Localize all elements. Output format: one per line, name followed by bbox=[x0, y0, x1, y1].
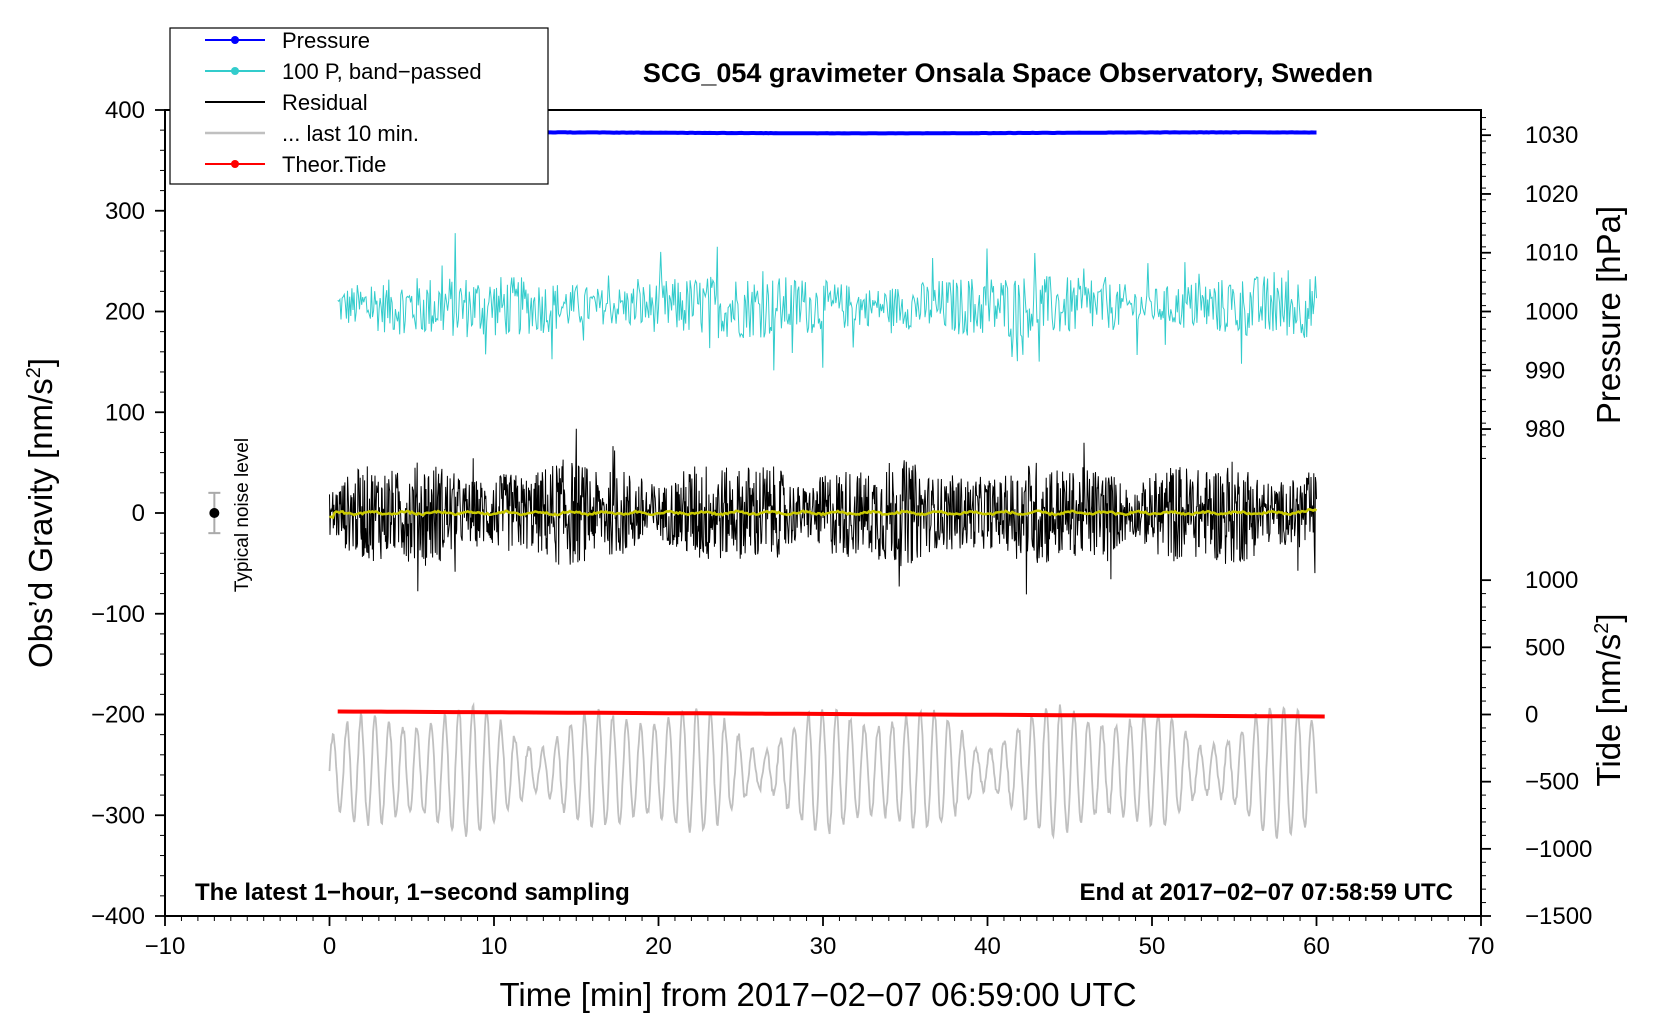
y-axis-right-tide-title-end: ] bbox=[1590, 613, 1627, 622]
y-tick-label: −200 bbox=[91, 702, 145, 729]
chart-title: SCG_054 gravimeter Onsala Space Observat… bbox=[643, 58, 1373, 88]
noise-level-label: Typical noise level bbox=[232, 438, 253, 592]
pressure-tick-label: 1020 bbox=[1525, 181, 1578, 208]
x-tick-label: 60 bbox=[1303, 933, 1330, 960]
x-axis: −10 0 10 20 30 40 50 60 70 bbox=[145, 916, 1495, 960]
y-axis-right-tide-title: Tide [nm/s2] bbox=[1590, 613, 1627, 786]
pressure-tick-label: 1010 bbox=[1525, 240, 1578, 267]
band-passed-pressure-series bbox=[337, 233, 1317, 371]
footer-right-note: End at 2017−02−07 07:58:59 UTC bbox=[1079, 879, 1453, 906]
x-tick-label: 40 bbox=[974, 933, 1001, 960]
y-tick-label: 0 bbox=[132, 500, 145, 527]
y-axis-right-tide: 1000 500 0 −500 −1000 −1500 bbox=[1481, 567, 1592, 930]
y-axis-left-title-sup: 2 bbox=[23, 367, 45, 378]
y-tick-label: −300 bbox=[91, 802, 145, 829]
legend-label: Residual bbox=[282, 90, 368, 115]
y-tick-label: 400 bbox=[105, 97, 145, 124]
tide-tick-label: −1000 bbox=[1525, 836, 1592, 863]
y-axis-right-pressure: 980 990 1000 1010 1020 1030 bbox=[1481, 117, 1578, 459]
x-tick-label: 0 bbox=[323, 933, 336, 960]
y-axis-left-title: Obs’d Gravity [nm/s2] bbox=[22, 358, 59, 668]
tide-tick-label: −1500 bbox=[1525, 903, 1592, 930]
tide-tick-label: 1000 bbox=[1525, 567, 1578, 594]
theoretical-tide-series bbox=[337, 709, 1325, 719]
pressure-tick-label: 980 bbox=[1525, 416, 1565, 443]
x-tick-label: 10 bbox=[481, 933, 508, 960]
legend-label: 100 P, band−passed bbox=[282, 59, 482, 84]
x-tick-label: 30 bbox=[810, 933, 837, 960]
y-tick-label: −400 bbox=[91, 903, 145, 930]
smoothed-residual-line bbox=[329, 508, 1318, 520]
y-tick-label: 200 bbox=[105, 299, 145, 326]
legend: Pressure 100 P, band−passed Residual ... la… bbox=[169, 27, 549, 185]
legend-marker bbox=[231, 67, 239, 75]
pressure-tick-label: 1030 bbox=[1525, 122, 1578, 149]
band-passed-line bbox=[337, 233, 1317, 371]
legend-marker bbox=[231, 36, 239, 44]
legend-label: Pressure bbox=[282, 28, 370, 53]
legend-box bbox=[169, 27, 549, 185]
tide-tick-label: −500 bbox=[1525, 769, 1579, 796]
y-axis-right-tide-title-main: Tide [nm/s bbox=[1590, 634, 1627, 787]
tide-tick-label: 0 bbox=[1525, 702, 1538, 729]
y-tick-label: 100 bbox=[105, 399, 145, 426]
pressure-tick-label: 1000 bbox=[1525, 299, 1578, 326]
legend-label: ... last 10 min. bbox=[282, 121, 419, 146]
y-axis-right-pressure-title: Pressure [hPa] bbox=[1590, 206, 1627, 424]
x-tick-label: 50 bbox=[1139, 933, 1166, 960]
legend-label: Theor.Tide bbox=[282, 152, 386, 177]
y-axis-right-tide-title-sup: 2 bbox=[1591, 623, 1613, 634]
legend-marker bbox=[231, 160, 239, 168]
x-tick-label: 70 bbox=[1468, 933, 1495, 960]
y-axis-left: −400 −300 −200 −100 0 100 200 300 400 bbox=[91, 97, 165, 930]
smoothed-residual-series bbox=[329, 508, 1318, 520]
y-axis-left-title-end: ] bbox=[22, 358, 59, 367]
y-tick-label: 300 bbox=[105, 198, 145, 225]
y-axis-left-title-main: Obs’d Gravity [nm/s bbox=[22, 378, 59, 668]
x-tick-label: −10 bbox=[145, 933, 186, 960]
footer-left-note: The latest 1−hour, 1−second sampling bbox=[195, 879, 630, 906]
x-tick-label: 20 bbox=[645, 933, 672, 960]
y-tick-label: −100 bbox=[91, 601, 145, 628]
tide-line bbox=[337, 709, 1325, 719]
tide-tick-label: 500 bbox=[1525, 634, 1565, 661]
x-axis-title: Time [min] from 2017−02−07 06:59:00 UTC bbox=[499, 976, 1136, 1013]
pressure-tick-label: 990 bbox=[1525, 357, 1565, 384]
noise-level-indicator bbox=[208, 491, 221, 535]
noise-center-dot bbox=[209, 508, 220, 518]
